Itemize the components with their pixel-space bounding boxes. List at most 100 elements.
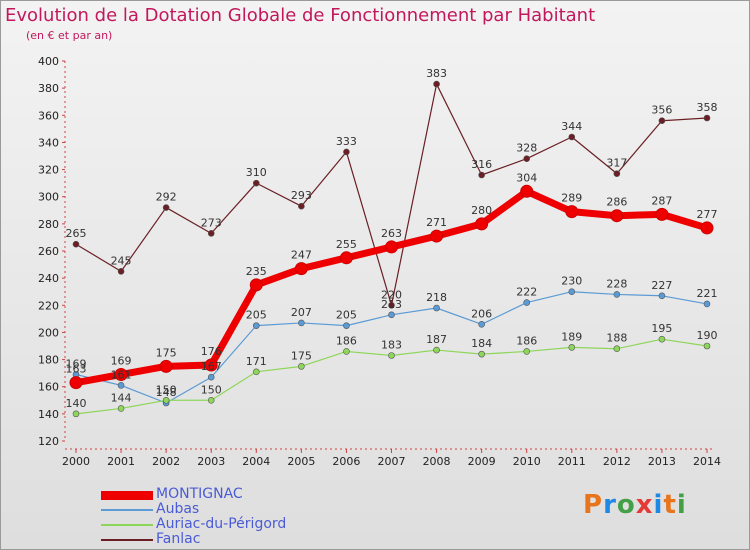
data-point-montignac [430,229,444,243]
data-label-aubas: 228 [606,277,627,290]
data-point-montignac [520,184,534,198]
data-label-montignac: 304 [516,171,537,184]
data-label-auriac-du-p-rigord: 186 [336,334,357,347]
x-tick-label: 2013 [648,455,676,468]
data-label-fanlac: 265 [66,227,87,240]
x-tick-label: 2010 [513,455,541,468]
data-point-auriac-du-p-rigord [568,344,576,351]
data-point-montignac [114,368,128,381]
y-tick-label: 280 [38,218,59,231]
data-label-montignac: 286 [606,196,627,209]
data-point-aubas [117,382,125,389]
y-tick-label: 380 [38,82,59,95]
data-point-fanlac [658,117,666,125]
data-label-aubas: 213 [381,298,402,311]
proxiti-logo: Proxiti [583,490,687,520]
data-label-fanlac: 317 [606,157,627,170]
data-point-aubas [613,291,621,298]
line-chart: 120 140 160 180 200 220 240 260 280 300 320 340 360 3… [38,55,721,468]
data-point-auriac-du-p-rigord [72,410,80,418]
legend-swatch-fanlac [101,539,153,541]
data-label-fanlac: 293 [291,189,312,202]
logo-letter: o [616,490,636,520]
data-label-fanlac: 356 [651,104,672,117]
data-point-aubas [658,292,666,300]
logo-letter: r [603,490,617,520]
legend-label-auriac: Auriac-du-Périgord [156,516,287,532]
data-label-fanlac: 333 [336,135,357,148]
data-label-auriac-du-p-rigord: 183 [381,339,402,352]
data-point-montignac [339,251,353,265]
logo-letter: x [635,490,654,520]
data-point-aubas [523,299,531,306]
chart-subtitle: (en € et par an) [26,29,113,42]
data-label-aubas: 205 [246,309,267,322]
data-point-fanlac [568,133,576,141]
data-point-auriac-du-p-rigord [117,405,125,412]
legend-swatch-montignac [101,491,153,500]
data-label-auriac-du-p-rigord: 186 [516,334,537,347]
data-label-montignac: 235 [246,265,267,278]
data-label-aubas: 227 [651,279,672,292]
data-label-montignac: 169 [111,355,132,368]
data-point-fanlac [117,268,125,275]
data-label-auriac-du-p-rigord: 195 [651,322,672,335]
data-point-auriac-du-p-rigord [298,363,305,370]
data-label-montignac: 280 [471,204,492,217]
data-label-montignac: 176 [201,345,222,358]
data-point-montignac [475,217,489,231]
data-label-montignac: 255 [336,238,357,251]
data-label-auriac-du-p-rigord: 150 [201,383,222,396]
data-label-aubas: 230 [561,275,582,288]
data-point-fanlac [388,301,395,309]
data-point-auriac-du-p-rigord [613,345,621,353]
legend-label-aubas: Aubas [156,501,200,517]
y-tick-label: 340 [38,136,59,149]
data-point-aubas [433,304,440,312]
x-tick-label: 2008 [423,455,451,468]
y-tick-label: 320 [38,164,59,177]
data-label-fanlac: 220 [381,288,402,301]
data-point-montignac [294,262,308,276]
data-label-aubas: 205 [336,309,357,322]
data-label-aubas: 206 [471,307,492,320]
data-label-fanlac: 310 [246,166,267,179]
data-point-fanlac [478,171,485,179]
data-point-fanlac [433,80,440,88]
data-label-auriac-du-p-rigord: 189 [561,330,582,343]
data-point-montignac [69,376,83,390]
data-point-montignac [655,207,669,221]
data-point-auriac-du-p-rigord [162,396,170,404]
data-point-auriac-du-p-rigord [523,348,531,355]
data-label-fanlac: 292 [156,191,177,204]
data-point-aubas [252,322,260,329]
data-label-fanlac: 328 [516,142,537,155]
data-point-aubas [568,288,576,296]
legend-label-montignac: MONTIGNAC [156,486,243,502]
data-point-aubas [343,322,350,329]
logo-letter: P [583,490,604,520]
data-label-aubas: 161 [111,368,132,381]
data-point-aubas [703,300,711,308]
data-label-fanlac: 383 [426,67,447,80]
legend-item-auriac: Auriac-du-Périgord [101,516,361,533]
data-point-montignac [385,240,398,254]
y-tick-label: 180 [38,354,59,367]
logo-letter: t [663,490,677,520]
legend-item-aubas: Aubas [101,501,361,518]
data-point-fanlac [523,155,531,163]
x-tick-label: 2014 [693,455,721,468]
data-label-fanlac: 358 [697,101,718,114]
data-label-auriac-du-p-rigord: 140 [66,397,87,410]
legend-swatch-aubas [101,509,153,511]
y-tick-label: 120 [38,435,59,448]
data-point-auriac-du-p-rigord [433,346,440,354]
data-label-auriac-du-p-rigord: 188 [606,332,627,345]
data-point-auriac-du-p-rigord [478,350,485,358]
x-tick-label: 2000 [62,455,90,468]
legend-item-montignac: MONTIGNAC [101,486,361,503]
data-label-auriac-du-p-rigord: 150 [156,383,177,396]
data-label-aubas: 148 [156,386,177,399]
legend-label-fanlac: Fanlac [156,531,201,547]
